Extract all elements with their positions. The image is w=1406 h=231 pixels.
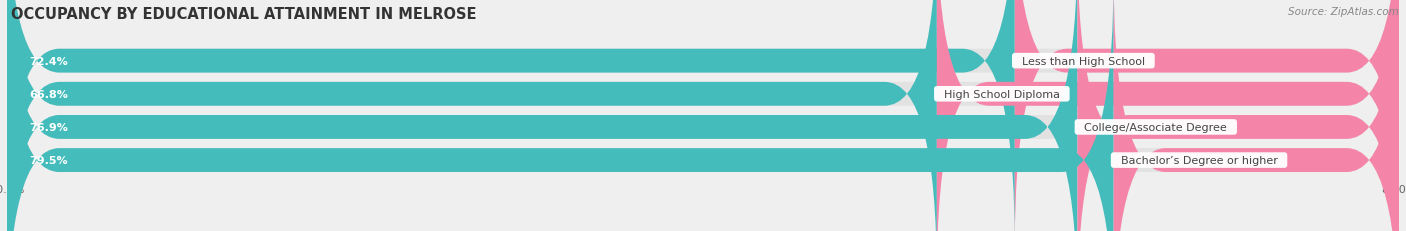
- FancyBboxPatch shape: [1114, 0, 1399, 231]
- Legend: Owner-occupied, Renter-occupied: Owner-occupied, Renter-occupied: [586, 228, 820, 231]
- Text: Source: ZipAtlas.com: Source: ZipAtlas.com: [1288, 7, 1399, 17]
- FancyBboxPatch shape: [7, 0, 1015, 231]
- Text: Bachelor’s Degree or higher: Bachelor’s Degree or higher: [1114, 155, 1285, 165]
- FancyBboxPatch shape: [1077, 0, 1399, 231]
- Text: Less than High School: Less than High School: [1015, 56, 1152, 66]
- Text: 72.4%: 72.4%: [28, 56, 67, 66]
- FancyBboxPatch shape: [7, 0, 1399, 231]
- Text: 76.9%: 76.9%: [28, 122, 67, 132]
- FancyBboxPatch shape: [1015, 0, 1399, 231]
- FancyBboxPatch shape: [7, 0, 1399, 231]
- FancyBboxPatch shape: [7, 0, 1399, 231]
- FancyBboxPatch shape: [7, 0, 1077, 231]
- Text: OCCUPANCY BY EDUCATIONAL ATTAINMENT IN MELROSE: OCCUPANCY BY EDUCATIONAL ATTAINMENT IN M…: [11, 7, 477, 22]
- Text: 66.8%: 66.8%: [28, 89, 67, 99]
- FancyBboxPatch shape: [7, 0, 1114, 231]
- Text: 79.5%: 79.5%: [28, 155, 67, 165]
- FancyBboxPatch shape: [7, 0, 1399, 231]
- Text: College/Associate Degree: College/Associate Degree: [1077, 122, 1234, 132]
- FancyBboxPatch shape: [7, 0, 936, 231]
- FancyBboxPatch shape: [936, 0, 1399, 231]
- Text: High School Diploma: High School Diploma: [936, 89, 1067, 99]
